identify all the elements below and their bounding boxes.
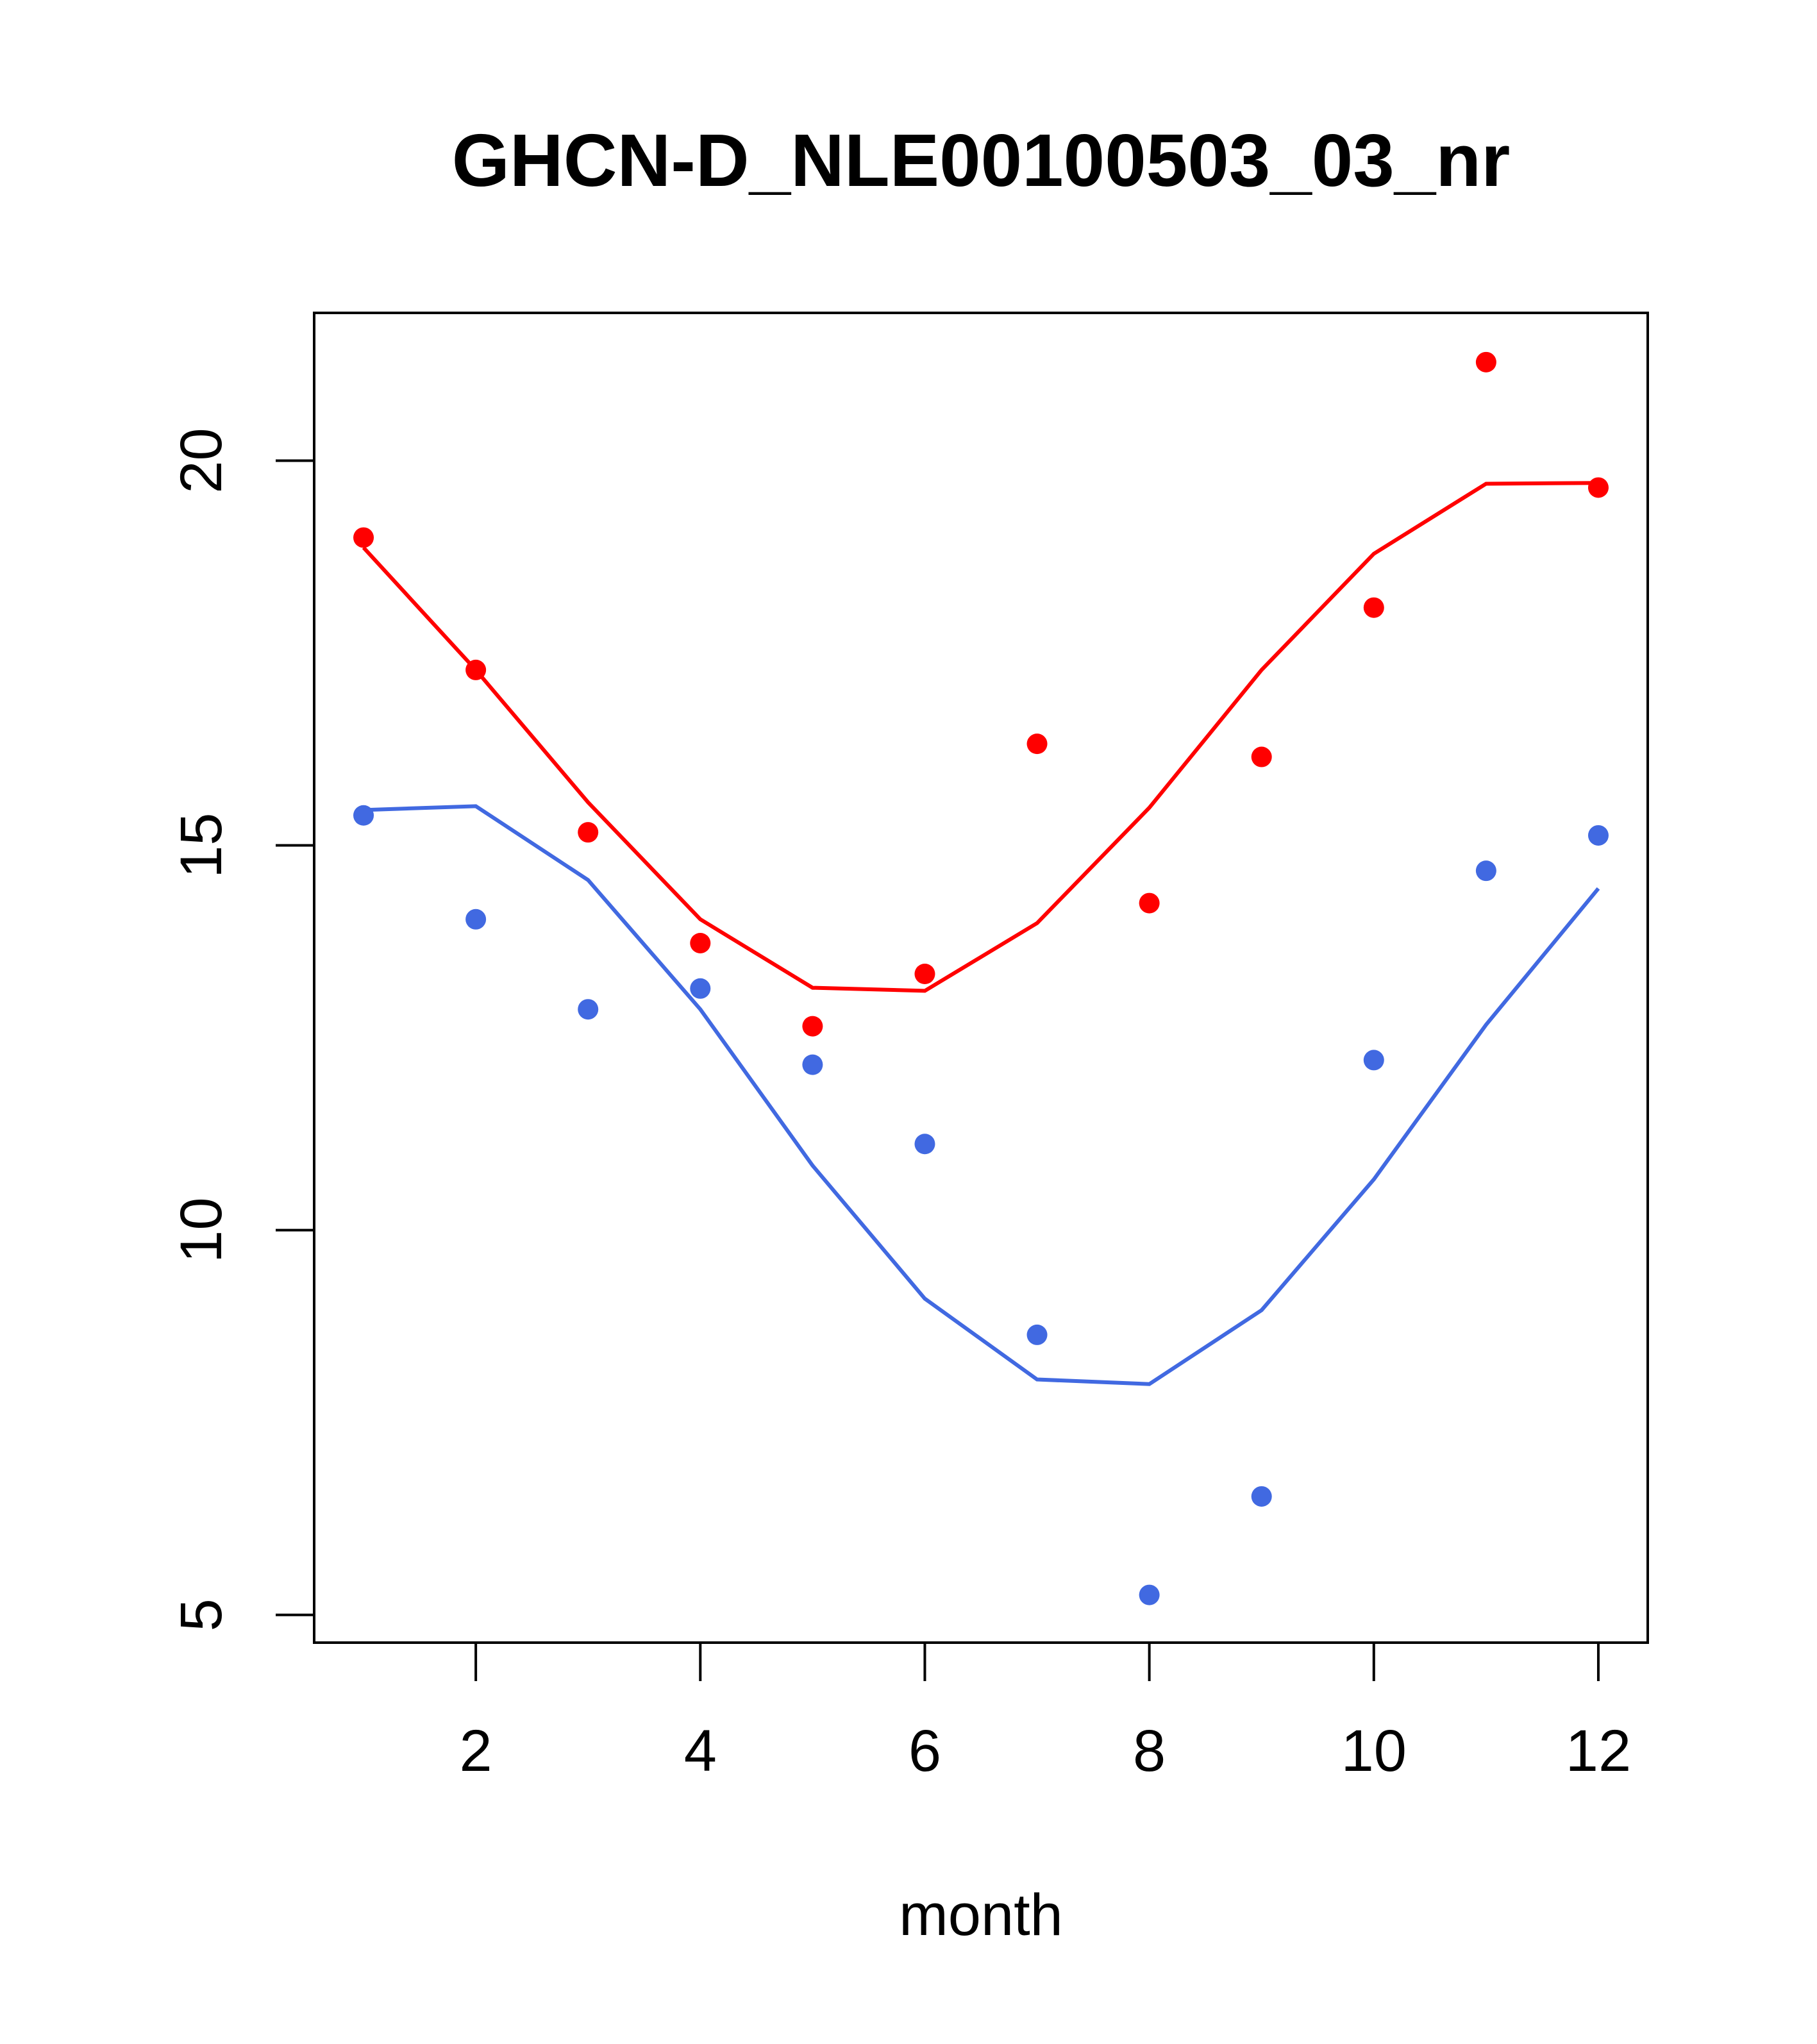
y-tick-label: 20 <box>169 428 234 493</box>
red-point <box>1251 746 1272 767</box>
blue-point <box>690 978 711 999</box>
red-point <box>353 527 374 548</box>
blue-point <box>1475 860 1496 882</box>
blue-point <box>1251 1486 1272 1507</box>
red-point <box>914 963 935 984</box>
x-tick-label: 10 <box>1341 1718 1407 1784</box>
blue-point <box>802 1054 823 1075</box>
blue-point <box>1139 1584 1160 1605</box>
red-point <box>1587 477 1609 498</box>
y-tick-label: 15 <box>169 812 234 878</box>
red-point <box>1475 351 1496 373</box>
x-tick-label: 4 <box>684 1718 717 1784</box>
red-point <box>1139 892 1160 914</box>
red-point <box>802 1016 823 1037</box>
series-layer <box>353 351 1609 1605</box>
x-tick-label: 6 <box>908 1718 941 1784</box>
y-tick-label: 5 <box>169 1598 234 1631</box>
red-point <box>1363 597 1384 618</box>
red-line <box>362 481 1598 993</box>
red-point <box>690 932 711 953</box>
x-tick-label: 8 <box>1133 1718 1166 1784</box>
blue-point <box>465 909 487 930</box>
blue-point <box>1587 825 1609 846</box>
blue-point <box>914 1134 935 1155</box>
chart-title: GHCN-D_NLE00100503_03_nr <box>452 119 1511 202</box>
x-tick-label: 2 <box>460 1718 492 1784</box>
blue-point <box>578 999 599 1020</box>
red-point <box>1026 733 1048 755</box>
blue-point <box>1363 1050 1384 1071</box>
x-axis: 2 4 6 8 10 12 <box>460 1643 1631 1784</box>
y-axis: 5 10 15 20 <box>169 428 314 1631</box>
blue-point <box>1026 1324 1048 1345</box>
red-point <box>578 822 599 843</box>
y-tick-label: 10 <box>169 1198 234 1263</box>
blue-line <box>363 804 1600 1386</box>
plot-frame <box>313 312 1649 1644</box>
x-axis-label: month <box>899 1882 1063 1948</box>
x-tick-label: 12 <box>1566 1718 1631 1784</box>
